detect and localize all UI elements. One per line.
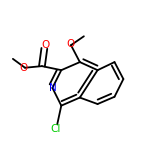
Text: N: N bbox=[49, 83, 56, 93]
Text: O: O bbox=[19, 63, 27, 73]
Text: O: O bbox=[66, 39, 74, 49]
Text: Cl: Cl bbox=[50, 124, 61, 134]
Text: O: O bbox=[41, 40, 49, 50]
